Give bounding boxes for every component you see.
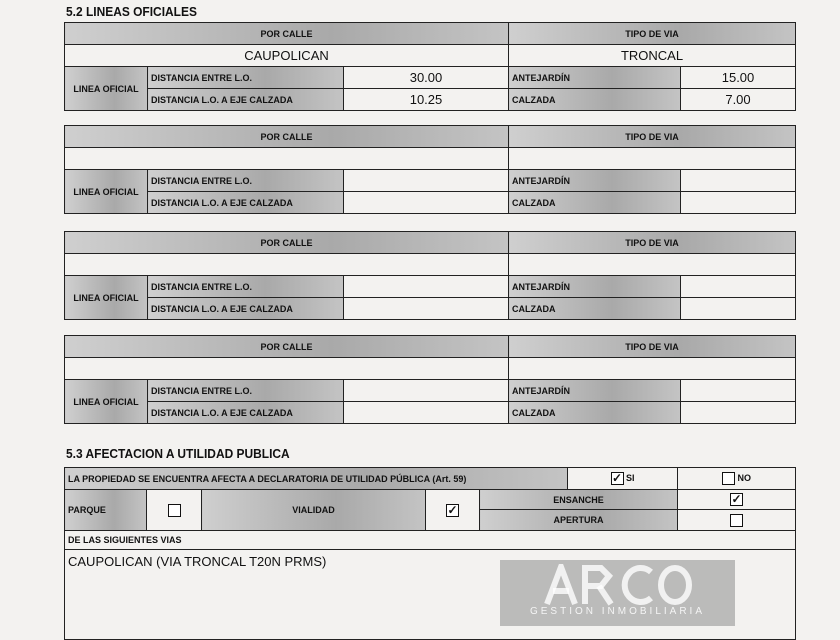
por-calle-header: POR CALLE [64, 125, 509, 148]
calzada-value: 7.00 [679, 88, 797, 111]
dist-lo-label: DISTANCIA ENTRE L.O. [147, 379, 344, 402]
por-calle-header: POR CALLE [64, 231, 509, 254]
section-5-3-title: 5.3 AFECTACION A UTILIDAD PUBLICA [66, 446, 290, 461]
apertura-cell[interactable] [677, 509, 797, 531]
linea-oficial-label: LINEA OFICIAL [64, 379, 148, 424]
dist-eje-label: DISTANCIA L.O. A EJE CALZADA [147, 88, 344, 111]
calle-value: CAUPOLICAN [64, 44, 509, 67]
arco-watermark-logo: GESTION INMOBILIARIA [500, 560, 735, 626]
si-checkbox[interactable]: ✓ [610, 471, 624, 485]
calzada-value [679, 191, 797, 214]
watermark-tagline: GESTION INMOBILIARIA [529, 606, 706, 617]
calzada-label: CALZADA [508, 88, 681, 111]
arco-logo-lettering [543, 564, 692, 606]
dist-eje-label: DISTANCIA L.O. A EJE CALZADA [147, 297, 344, 320]
afecta-question: LA PROPIEDAD SE ENCUENTRA AFECTA A DECLA… [63, 467, 569, 490]
no-option[interactable]: NO [677, 467, 797, 490]
tipo-via-header: TIPO DE VIA [507, 22, 797, 45]
si-label: SI [626, 472, 635, 483]
calzada-label: CALZADA [508, 297, 681, 320]
antejardin-label: ANTEJARDÍN [508, 66, 681, 89]
por-calle-header: POR CALLE [64, 22, 509, 45]
parque-cell[interactable] [146, 489, 202, 531]
dist-lo-value [343, 379, 509, 402]
ensanche-checkbox[interactable]: ✓ [730, 492, 744, 506]
dist-lo-label: DISTANCIA ENTRE L.O. [147, 275, 344, 298]
utilidad-publica-table: LA PROPIEDAD SE ENCUENTRA AFECTA A DECLA… [63, 467, 797, 640]
linea-oficial-label: LINEA OFICIAL [64, 66, 148, 111]
dist-eje-value [343, 297, 509, 320]
dist-eje-value: 10.25 [343, 88, 509, 111]
tipo-via-header: TIPO DE VIA [507, 231, 797, 254]
tipo-via-value [507, 357, 797, 380]
tipo-via-value [507, 253, 797, 276]
dist-lo-value: 30.00 [343, 66, 509, 89]
calzada-label: CALZADA [508, 401, 681, 424]
calle-value [64, 357, 509, 380]
vialidad-cell[interactable]: ✓ [425, 489, 480, 531]
vialidad-checkbox[interactable]: ✓ [446, 502, 459, 517]
calzada-value [679, 401, 797, 424]
dist-lo-label: DISTANCIA ENTRE L.O. [147, 169, 344, 192]
antejardin-value [679, 275, 797, 298]
ensanche-label: ENSANCHE [478, 489, 679, 510]
calzada-value [679, 297, 797, 320]
antejardin-value [679, 169, 797, 192]
linea-oficial-table: POR CALLE TIPO DE VIA LINEA OFICIAL DISTAN… [64, 335, 797, 424]
dist-eje-label: DISTANCIA L.O. A EJE CALZADA [147, 401, 344, 424]
dist-eje-label: DISTANCIA L.O. A EJE CALZADA [147, 191, 344, 214]
linea-oficial-table: POR CALLE TIPO DE VIA CAUPOLICAN TRONCAL L… [64, 22, 797, 111]
calle-value [64, 147, 509, 170]
parque-checkbox[interactable] [167, 503, 181, 517]
tipo-via-header: TIPO DE VIA [507, 125, 797, 148]
antejardin-value [679, 379, 797, 402]
no-checkbox[interactable] [722, 472, 736, 485]
dist-eje-value [343, 191, 509, 214]
calzada-label: CALZADA [508, 191, 681, 214]
linea-oficial-table: POR CALLE TIPO DE VIA LINEA OFICIAL DISTAN… [64, 231, 797, 320]
tipo-via-header: TIPO DE VIA [507, 335, 797, 358]
vialidad-label: VIALIDAD [201, 489, 426, 531]
dist-lo-value [343, 169, 509, 192]
dist-lo-label: DISTANCIA ENTRE L.O. [147, 66, 344, 89]
antejardin-label: ANTEJARDÍN [508, 169, 681, 192]
linea-oficial-label: LINEA OFICIAL [64, 169, 148, 214]
antejardin-label: ANTEJARDÍN [508, 275, 681, 298]
tipo-via-value [507, 147, 797, 170]
dist-lo-value [343, 275, 509, 298]
antejardin-label: ANTEJARDÍN [508, 379, 681, 402]
no-label: NO [737, 472, 752, 483]
apertura-label: APERTURA [478, 509, 679, 531]
section-5-2-title: 5.2 LINEAS OFICIALES [66, 4, 197, 19]
vias-value: CAUPOLICAN (VIA TRONCAL T20N PRMS) [63, 549, 797, 640]
antejardin-value: 15.00 [679, 66, 797, 89]
por-calle-header: POR CALLE [64, 335, 509, 358]
linea-oficial-table: POR CALLE TIPO DE VIA LINEA OFICIAL DISTAN… [64, 125, 797, 214]
parque-label: PARQUE [64, 489, 147, 531]
dist-eje-value [343, 401, 509, 424]
tipo-via-value: TRONCAL [507, 44, 797, 67]
ensanche-cell[interactable]: ✓ [677, 489, 797, 510]
apertura-checkbox[interactable] [730, 513, 744, 527]
linea-oficial-label: LINEA OFICIAL [64, 275, 148, 320]
vias-label: DE LAS SIGUIENTES VIAS [63, 530, 797, 550]
si-option[interactable]: ✓ SI [567, 467, 679, 490]
calle-value [64, 253, 509, 276]
